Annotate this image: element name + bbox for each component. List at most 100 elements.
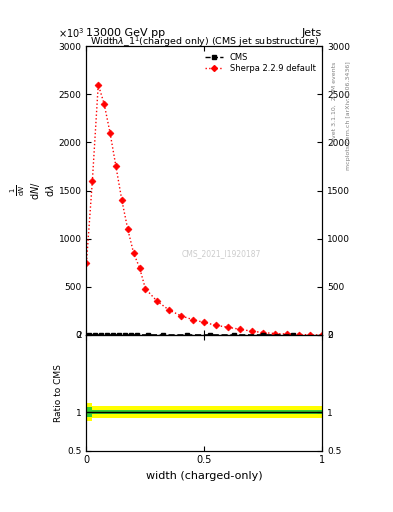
Bar bbox=[145, 406, 157, 418]
Bar bbox=[169, 410, 181, 414]
Bar bbox=[145, 410, 157, 414]
Sherpa 2.2.9 default bbox=[249, 328, 254, 334]
Text: 13000 GeV pp: 13000 GeV pp bbox=[86, 28, 165, 38]
Bar bbox=[116, 406, 122, 418]
Bar bbox=[275, 410, 287, 414]
Bar bbox=[181, 406, 193, 418]
Bar bbox=[263, 406, 275, 418]
Sherpa 2.2.9 default bbox=[108, 130, 112, 136]
Bar bbox=[228, 410, 240, 414]
Bar bbox=[157, 406, 169, 418]
CMS bbox=[123, 332, 127, 338]
Bar bbox=[240, 406, 252, 418]
CMS bbox=[261, 332, 266, 338]
Sherpa 2.2.9 default bbox=[167, 307, 171, 313]
Sherpa 2.2.9 default bbox=[114, 163, 118, 169]
Bar bbox=[216, 410, 228, 414]
Sherpa 2.2.9 default bbox=[84, 260, 89, 266]
Sherpa 2.2.9 default bbox=[320, 332, 325, 338]
Bar bbox=[275, 406, 287, 418]
Bar bbox=[252, 406, 263, 418]
CMS bbox=[134, 332, 139, 338]
Y-axis label: $\frac{1}{\mathrm{d}N}$
$\mathrm{d}N/$
$\mathrm{d}\lambda$: $\frac{1}{\mathrm{d}N}$ $\mathrm{d}N/$ $… bbox=[9, 181, 56, 200]
Sherpa 2.2.9 default bbox=[131, 250, 136, 256]
Y-axis label: Ratio to CMS: Ratio to CMS bbox=[54, 364, 63, 422]
Text: $\times10^3$: $\times10^3$ bbox=[58, 27, 84, 40]
Bar bbox=[216, 406, 228, 418]
CMS bbox=[184, 332, 189, 338]
Bar bbox=[204, 410, 216, 414]
Sherpa 2.2.9 default bbox=[178, 313, 183, 319]
CMS bbox=[105, 332, 109, 338]
Bar bbox=[122, 406, 128, 418]
Sherpa 2.2.9 default bbox=[296, 331, 301, 337]
Bar bbox=[310, 410, 322, 414]
Bar bbox=[98, 406, 104, 418]
Bar bbox=[140, 406, 145, 418]
Sherpa 2.2.9 default bbox=[96, 81, 101, 88]
CMS bbox=[208, 332, 213, 338]
CMS bbox=[93, 332, 97, 338]
Bar bbox=[122, 410, 128, 414]
Line: CMS: CMS bbox=[87, 333, 295, 337]
Sherpa 2.2.9 default bbox=[308, 332, 313, 338]
Sherpa 2.2.9 default bbox=[202, 319, 207, 326]
CMS bbox=[161, 332, 165, 338]
CMS bbox=[111, 332, 116, 338]
Bar bbox=[263, 410, 275, 414]
Text: mcplots.cern.ch [arXiv:1306.3436]: mcplots.cern.ch [arXiv:1306.3436] bbox=[346, 61, 351, 170]
Bar bbox=[86, 403, 92, 421]
Text: Jets: Jets bbox=[302, 28, 322, 38]
CMS bbox=[290, 332, 295, 338]
CMS bbox=[146, 332, 151, 338]
Sherpa 2.2.9 default bbox=[143, 286, 148, 292]
Bar bbox=[252, 410, 263, 414]
Bar bbox=[134, 406, 140, 418]
Bar bbox=[116, 410, 122, 414]
Sherpa 2.2.9 default bbox=[90, 178, 95, 184]
Bar bbox=[299, 410, 310, 414]
Bar bbox=[204, 406, 216, 418]
Bar bbox=[128, 410, 134, 414]
Sherpa 2.2.9 default bbox=[102, 101, 107, 107]
Sherpa 2.2.9 default bbox=[214, 322, 219, 328]
Bar bbox=[104, 410, 110, 414]
Sherpa 2.2.9 default bbox=[119, 197, 124, 203]
Bar bbox=[287, 406, 299, 418]
Bar bbox=[92, 406, 98, 418]
CMS bbox=[129, 332, 133, 338]
Sherpa 2.2.9 default bbox=[261, 330, 266, 336]
Sherpa 2.2.9 default bbox=[285, 331, 289, 337]
Bar bbox=[193, 410, 204, 414]
Bar bbox=[193, 406, 204, 418]
Bar bbox=[128, 406, 134, 418]
Bar bbox=[140, 410, 145, 414]
Sherpa 2.2.9 default bbox=[273, 330, 277, 336]
Title: Width$\lambda$_1$^1$(charged only) (CMS jet substructure): Width$\lambda$_1$^1$(charged only) (CMS … bbox=[90, 34, 319, 49]
Sherpa 2.2.9 default bbox=[125, 226, 130, 232]
CMS bbox=[116, 332, 121, 338]
Bar bbox=[287, 410, 299, 414]
Bar bbox=[181, 410, 193, 414]
Bar bbox=[228, 406, 240, 418]
Bar bbox=[104, 406, 110, 418]
CMS bbox=[231, 332, 236, 338]
Legend: CMS, Sherpa 2.2.9 default: CMS, Sherpa 2.2.9 default bbox=[202, 50, 318, 76]
Bar bbox=[310, 406, 322, 418]
Bar bbox=[110, 410, 116, 414]
Sherpa 2.2.9 default bbox=[237, 326, 242, 332]
Bar bbox=[92, 410, 98, 414]
Text: Rivet 3.1.10,  2.7M events: Rivet 3.1.10, 2.7M events bbox=[332, 61, 337, 144]
CMS bbox=[99, 332, 104, 338]
CMS bbox=[87, 332, 92, 338]
Bar bbox=[110, 406, 116, 418]
Sherpa 2.2.9 default bbox=[155, 298, 160, 304]
Sherpa 2.2.9 default bbox=[190, 316, 195, 323]
Bar bbox=[134, 410, 140, 414]
Sherpa 2.2.9 default bbox=[137, 265, 142, 271]
Line: Sherpa 2.2.9 default: Sherpa 2.2.9 default bbox=[84, 82, 325, 337]
Bar bbox=[98, 410, 104, 414]
X-axis label: width (charged-only): width (charged-only) bbox=[146, 471, 263, 481]
Bar bbox=[299, 406, 310, 418]
Bar bbox=[157, 410, 169, 414]
